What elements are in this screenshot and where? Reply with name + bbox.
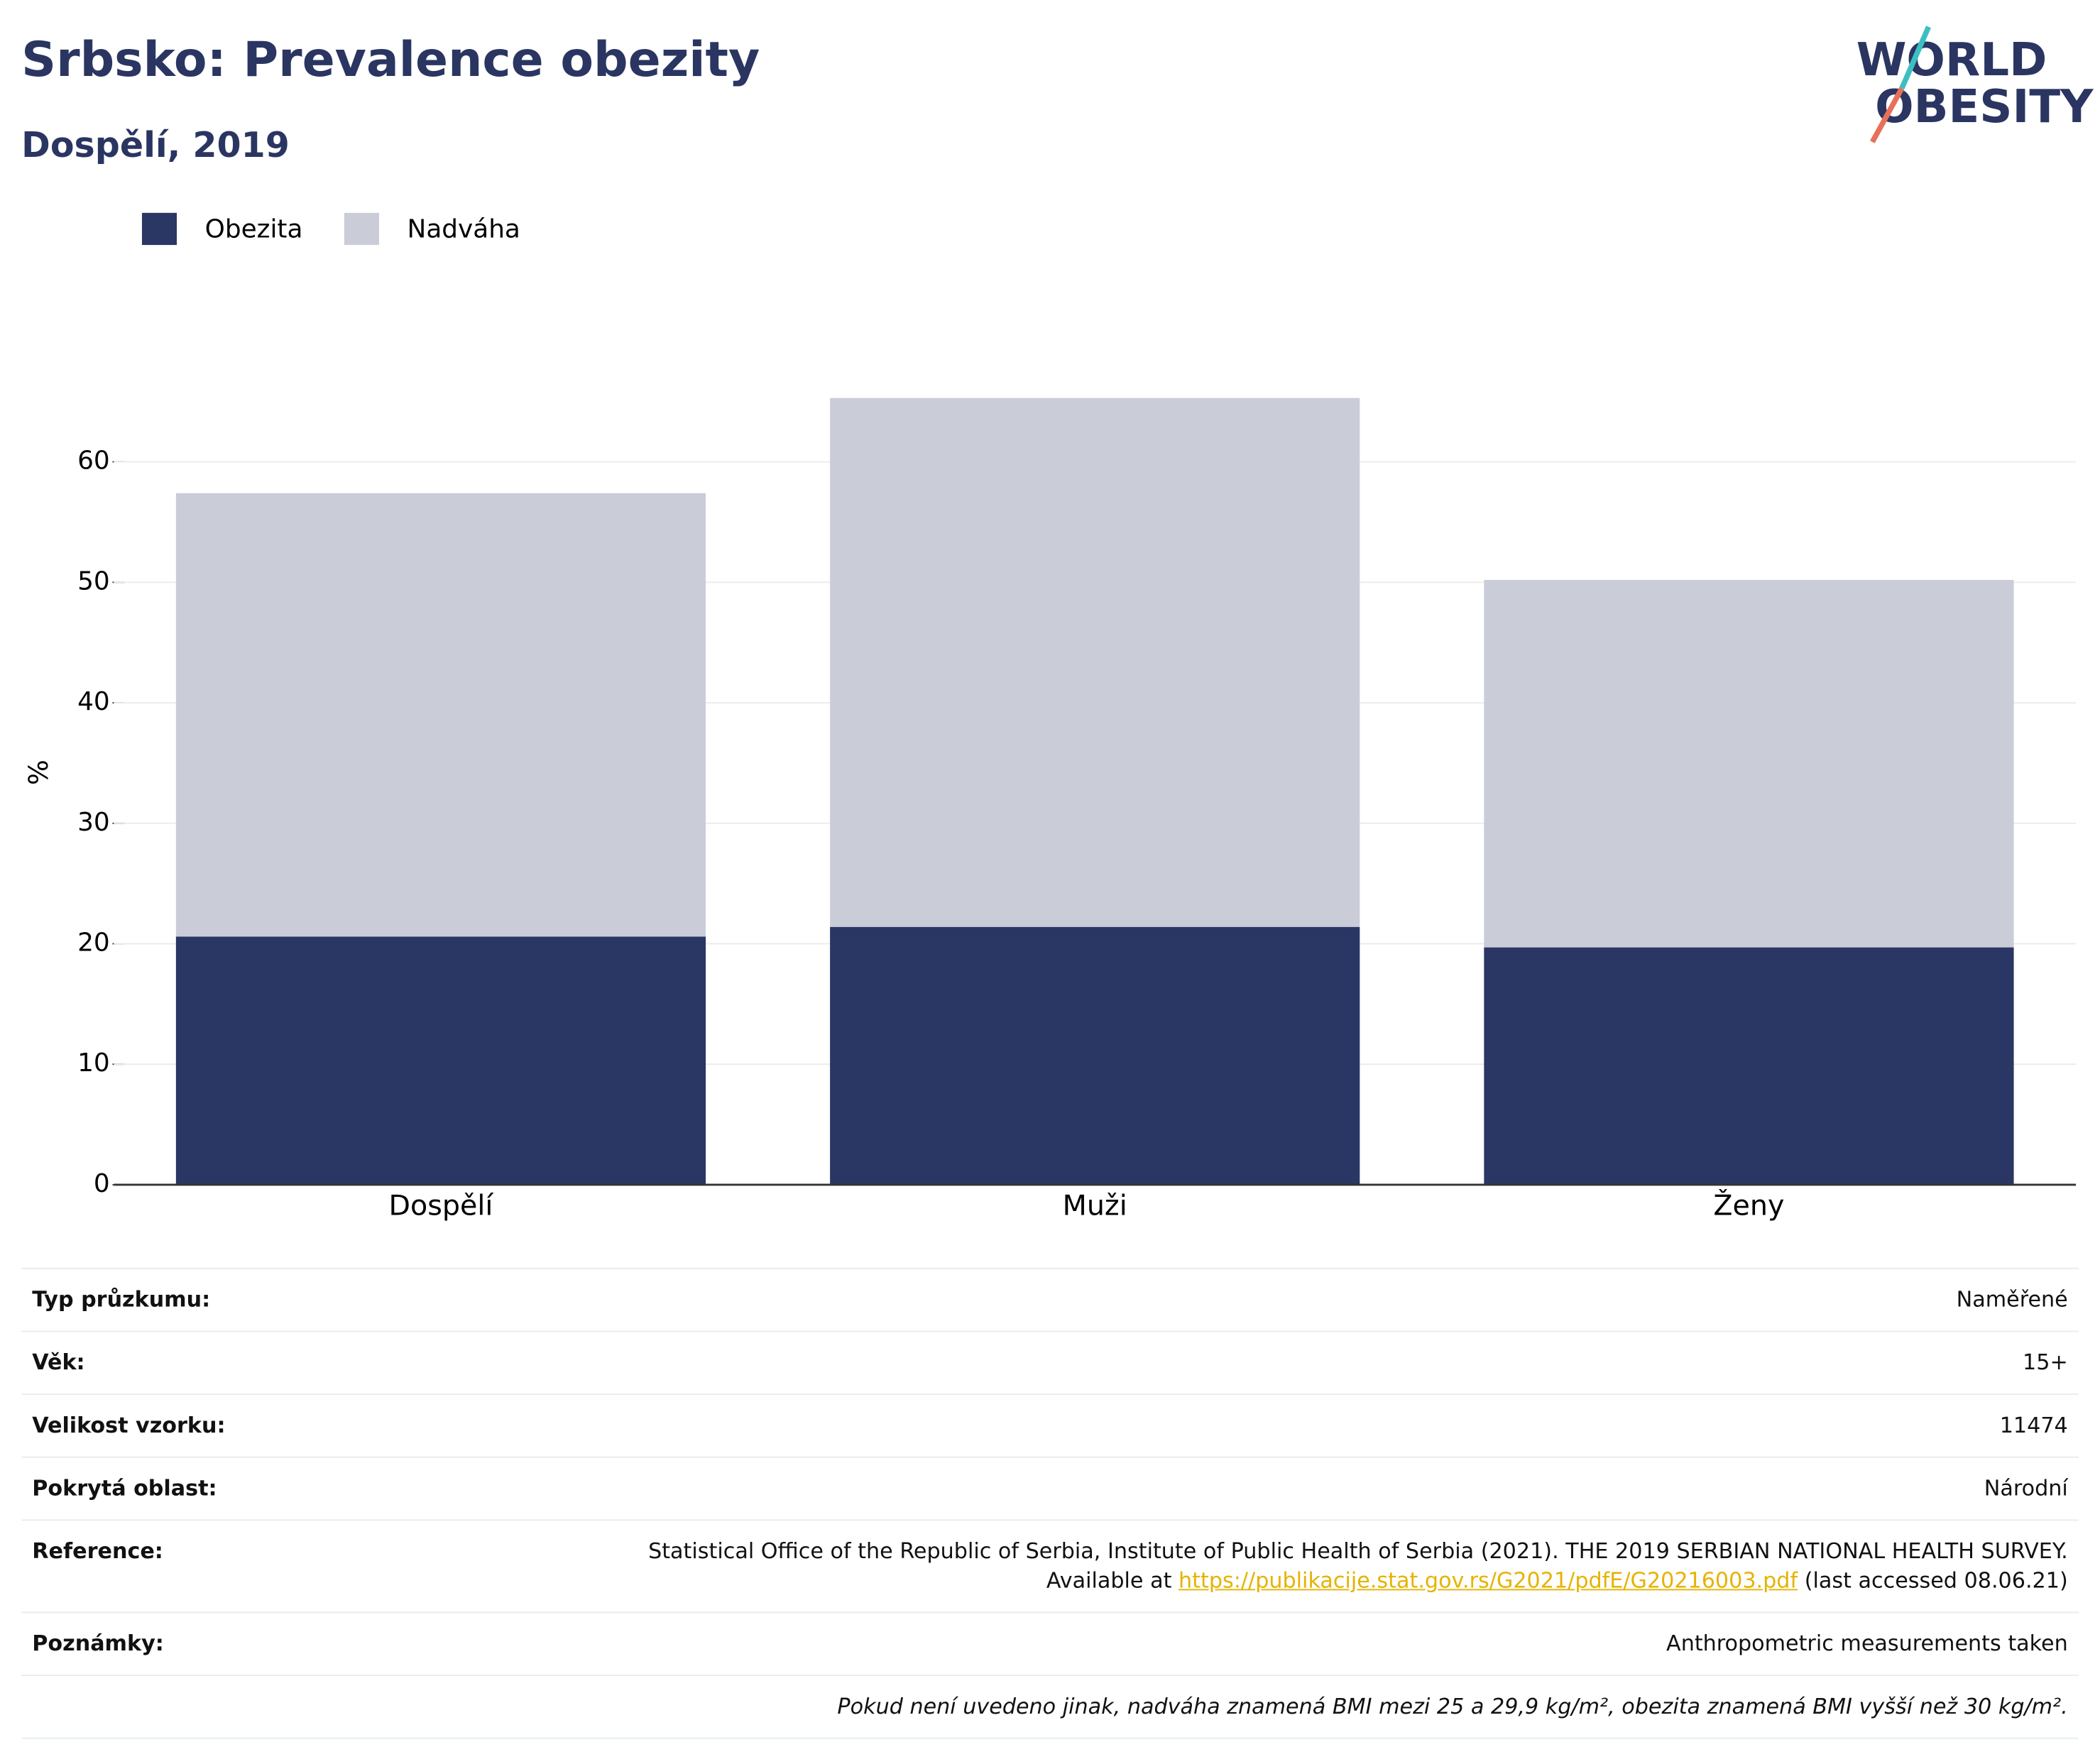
legend-swatch (141, 212, 177, 246)
bar-segment (830, 926, 1360, 1185)
logo-slash (1899, 26, 1932, 89)
reference-text: Statistical Office of the Republic of Se… (648, 1538, 2068, 1594)
row-value: Statistical Office of the Republic of Se… (595, 1537, 2068, 1596)
table-row: Pokrytá oblast: Národní (21, 1456, 2079, 1520)
y-tick-label: 50 (77, 566, 110, 596)
bar-segment (175, 936, 706, 1185)
y-tick-label: 30 (77, 808, 110, 837)
chart-subtitle: Dospělí, 2019 (21, 124, 290, 165)
legend-label: Nadváha (408, 214, 520, 243)
chart: Srbsko: Prevalence obezity Dospělí, 2019… (21, 26, 2094, 1222)
reference-suffix: (last accessed 08.06.21) (1804, 1567, 2068, 1594)
bar-segment (1484, 947, 2014, 1185)
logo-text: WORLD (1856, 33, 2047, 87)
table-row: Velikost vzorku: 11474 (21, 1393, 2079, 1457)
footnote: Pokud není uvedeno jinak, nadváha znamen… (21, 1675, 2079, 1739)
y-tick-label: 10 (77, 1048, 110, 1078)
legend-label: Obezita (205, 214, 303, 243)
table-row: Typ průzkumu: Naměřené (21, 1267, 2079, 1331)
y-tick-label: 40 (77, 687, 110, 716)
y-tick-label: 60 (77, 447, 110, 476)
logo-slash (1870, 87, 1905, 143)
reference-link[interactable]: https://publikacije.stat.gov.rs/G2021/pd… (1178, 1567, 1798, 1594)
row-label: Pokrytá oblast: (32, 1475, 217, 1501)
row-label: Věk: (32, 1349, 85, 1375)
table-row: Reference: Statistical Office of the Repu… (21, 1519, 2079, 1611)
bar-segment (830, 398, 1360, 927)
row-value: Národní (1984, 1475, 2068, 1501)
logo-text: OBESITY (1875, 80, 2094, 133)
row-label: Poznámky: (32, 1630, 164, 1656)
bar-segment (1484, 579, 2014, 948)
row-value: 15+ (2023, 1349, 2068, 1375)
y-tick-label: 20 (77, 928, 110, 957)
row-label: Reference: (32, 1538, 163, 1564)
y-tick-label: 0 (94, 1169, 110, 1198)
x-tick-label: Dospělí (389, 1189, 495, 1222)
legend-swatch (344, 212, 379, 246)
row-value: Anthropometric measurements taken (1666, 1630, 2068, 1656)
row-value: Naměřené (1956, 1286, 2068, 1313)
row-value: 11474 (1999, 1412, 2068, 1438)
chart-title: Srbsko: Prevalence obezity (21, 32, 760, 88)
x-tick-label: Ženy (1713, 1188, 1784, 1222)
info-table: Typ průzkumu: Naměřené Věk: 15+ Velikost vzo… (21, 1267, 2079, 1739)
y-axis-label: % (23, 760, 54, 785)
x-tick-label: Muži (1063, 1189, 1127, 1222)
row-label: Velikost vzorku: (32, 1412, 226, 1438)
table-row: Poznámky: Anthropometric measurements tak… (21, 1611, 2079, 1675)
row-label: Typ průzkumu: (32, 1286, 211, 1313)
bar-segment (175, 493, 706, 937)
table-row: Věk: 15+ (21, 1330, 2079, 1393)
